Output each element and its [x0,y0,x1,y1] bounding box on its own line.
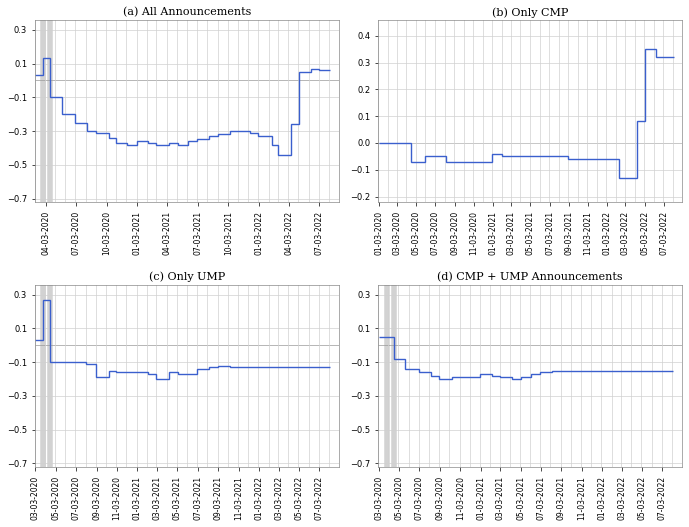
Title: (d) CMP + UMP Announcements: (d) CMP + UMP Announcements [438,272,623,282]
Title: (b) Only CMP: (b) Only CMP [492,7,568,17]
Title: (c) Only UMP: (c) Only UMP [149,272,225,282]
Title: (a) All Announcements: (a) All Announcements [123,7,251,17]
